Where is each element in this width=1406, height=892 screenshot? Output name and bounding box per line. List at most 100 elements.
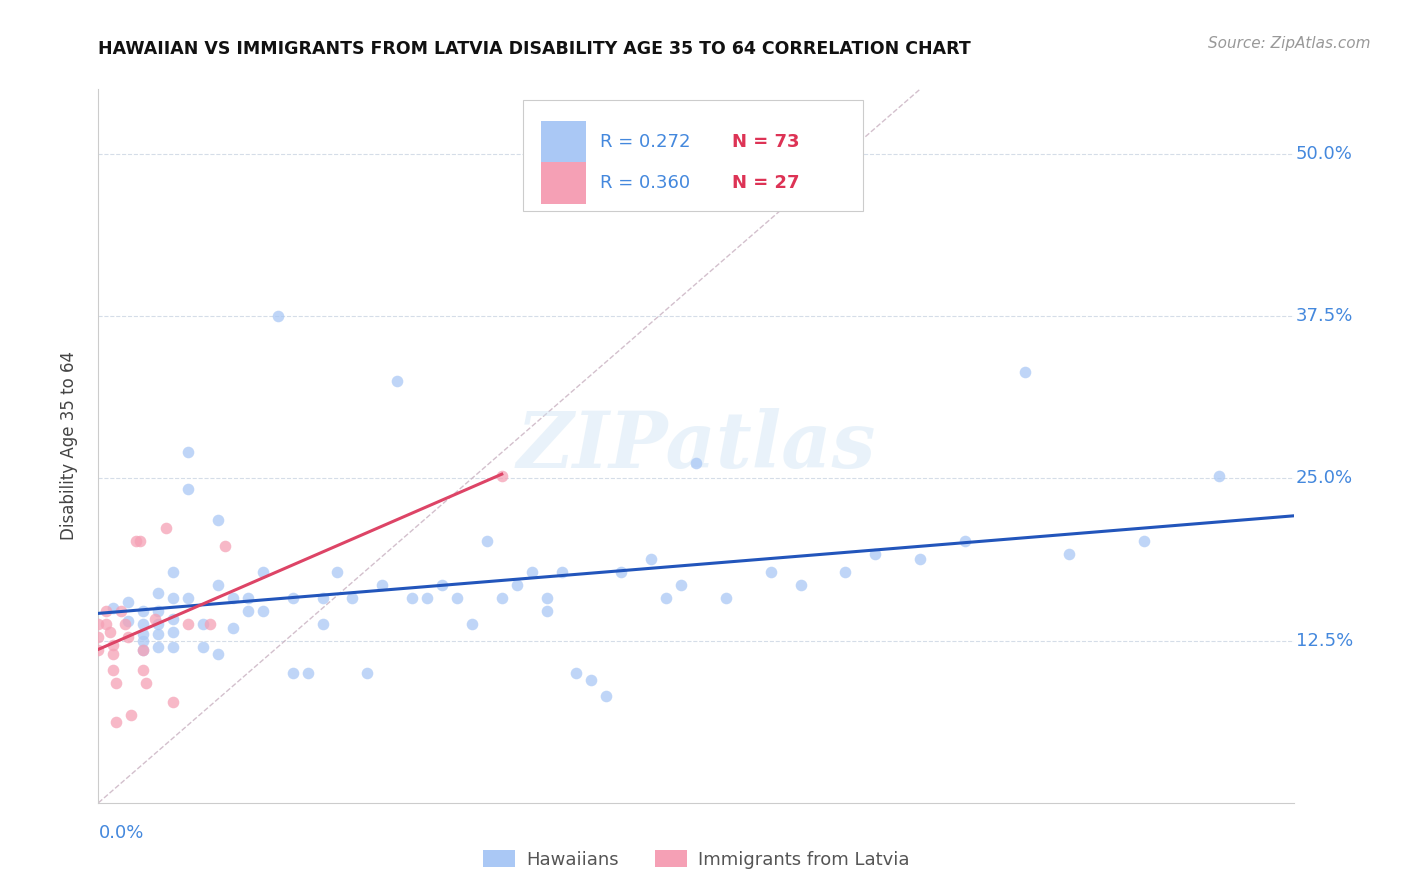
Point bbox=[162, 695, 184, 709]
Text: 25.0%: 25.0% bbox=[1296, 469, 1353, 487]
Text: 12.5%: 12.5% bbox=[1296, 632, 1353, 649]
Text: R = 0.360: R = 0.360 bbox=[600, 174, 690, 192]
Y-axis label: Disability Age 35 to 64: Disability Age 35 to 64 bbox=[59, 351, 77, 541]
Point bbox=[342, 591, 364, 605]
Point bbox=[581, 673, 603, 687]
Point bbox=[132, 604, 155, 618]
Point bbox=[401, 591, 423, 605]
Point bbox=[135, 676, 157, 690]
Point bbox=[236, 591, 259, 605]
Point bbox=[177, 616, 200, 631]
Point bbox=[103, 601, 125, 615]
Text: ZIPatlas: ZIPatlas bbox=[516, 408, 876, 484]
Point bbox=[162, 640, 184, 654]
Point bbox=[103, 647, 125, 661]
Point bbox=[125, 533, 148, 548]
Point bbox=[446, 591, 468, 605]
Point bbox=[200, 616, 222, 631]
Point bbox=[103, 664, 125, 678]
Point bbox=[326, 565, 349, 579]
Text: R = 0.272: R = 0.272 bbox=[600, 133, 690, 151]
Point bbox=[105, 676, 128, 690]
Point bbox=[385, 374, 409, 388]
Point bbox=[162, 565, 184, 579]
Text: 50.0%: 50.0% bbox=[1296, 145, 1353, 163]
Point bbox=[1014, 365, 1036, 379]
Point bbox=[214, 539, 236, 553]
Point bbox=[132, 664, 155, 678]
Point bbox=[177, 591, 200, 605]
Point bbox=[148, 604, 170, 618]
Point bbox=[953, 533, 976, 548]
Point bbox=[520, 565, 543, 579]
Point bbox=[162, 624, 184, 639]
Point bbox=[1208, 468, 1230, 483]
Point bbox=[129, 533, 152, 548]
Point bbox=[162, 591, 184, 605]
Point bbox=[565, 666, 588, 681]
Point bbox=[669, 578, 692, 592]
Point bbox=[117, 595, 139, 609]
Point bbox=[132, 627, 155, 641]
Point bbox=[155, 521, 177, 535]
Point bbox=[117, 630, 139, 644]
Point bbox=[610, 565, 633, 579]
Point bbox=[132, 642, 155, 657]
Point bbox=[865, 547, 887, 561]
Point bbox=[281, 591, 304, 605]
Point bbox=[371, 578, 394, 592]
Point bbox=[759, 565, 782, 579]
Point bbox=[506, 578, 529, 592]
Point bbox=[87, 616, 110, 631]
Point bbox=[148, 585, 170, 599]
Point bbox=[1133, 533, 1156, 548]
Point bbox=[655, 591, 678, 605]
Point bbox=[595, 690, 617, 704]
Point bbox=[207, 513, 229, 527]
Point bbox=[177, 445, 200, 459]
Point bbox=[311, 591, 333, 605]
Text: 0.0%: 0.0% bbox=[98, 824, 143, 842]
Point bbox=[222, 591, 245, 605]
Point bbox=[714, 591, 737, 605]
Text: Source: ZipAtlas.com: Source: ZipAtlas.com bbox=[1208, 36, 1371, 51]
Point bbox=[491, 468, 513, 483]
Point bbox=[148, 640, 170, 654]
Point bbox=[117, 614, 139, 628]
Point bbox=[207, 647, 229, 661]
FancyBboxPatch shape bbox=[540, 162, 586, 203]
Point bbox=[908, 552, 931, 566]
Point bbox=[281, 666, 304, 681]
Point bbox=[94, 616, 117, 631]
Point bbox=[685, 456, 707, 470]
Point bbox=[356, 666, 378, 681]
Point bbox=[110, 604, 132, 618]
Point bbox=[475, 533, 498, 548]
Text: HAWAIIAN VS IMMIGRANTS FROM LATVIA DISABILITY AGE 35 TO 64 CORRELATION CHART: HAWAIIAN VS IMMIGRANTS FROM LATVIA DISAB… bbox=[98, 40, 972, 58]
Point bbox=[789, 578, 811, 592]
Text: N = 73: N = 73 bbox=[733, 133, 800, 151]
Point bbox=[132, 633, 155, 648]
Point bbox=[103, 638, 125, 652]
Point bbox=[148, 616, 170, 631]
Point bbox=[207, 578, 229, 592]
Point bbox=[1059, 547, 1081, 561]
Legend: Hawaiians, Immigrants from Latvia: Hawaiians, Immigrants from Latvia bbox=[475, 843, 917, 876]
Point bbox=[536, 591, 558, 605]
FancyBboxPatch shape bbox=[540, 121, 586, 162]
Point bbox=[162, 611, 184, 625]
Point bbox=[236, 604, 259, 618]
Point bbox=[222, 621, 245, 635]
Point bbox=[430, 578, 453, 592]
Point bbox=[132, 616, 155, 631]
Point bbox=[114, 616, 136, 631]
FancyBboxPatch shape bbox=[523, 100, 863, 211]
Point bbox=[640, 552, 662, 566]
Point bbox=[834, 565, 856, 579]
Point bbox=[177, 482, 200, 496]
Point bbox=[132, 642, 155, 657]
Point bbox=[143, 611, 166, 625]
Point bbox=[98, 624, 122, 639]
Point bbox=[87, 642, 110, 657]
Point bbox=[87, 630, 110, 644]
